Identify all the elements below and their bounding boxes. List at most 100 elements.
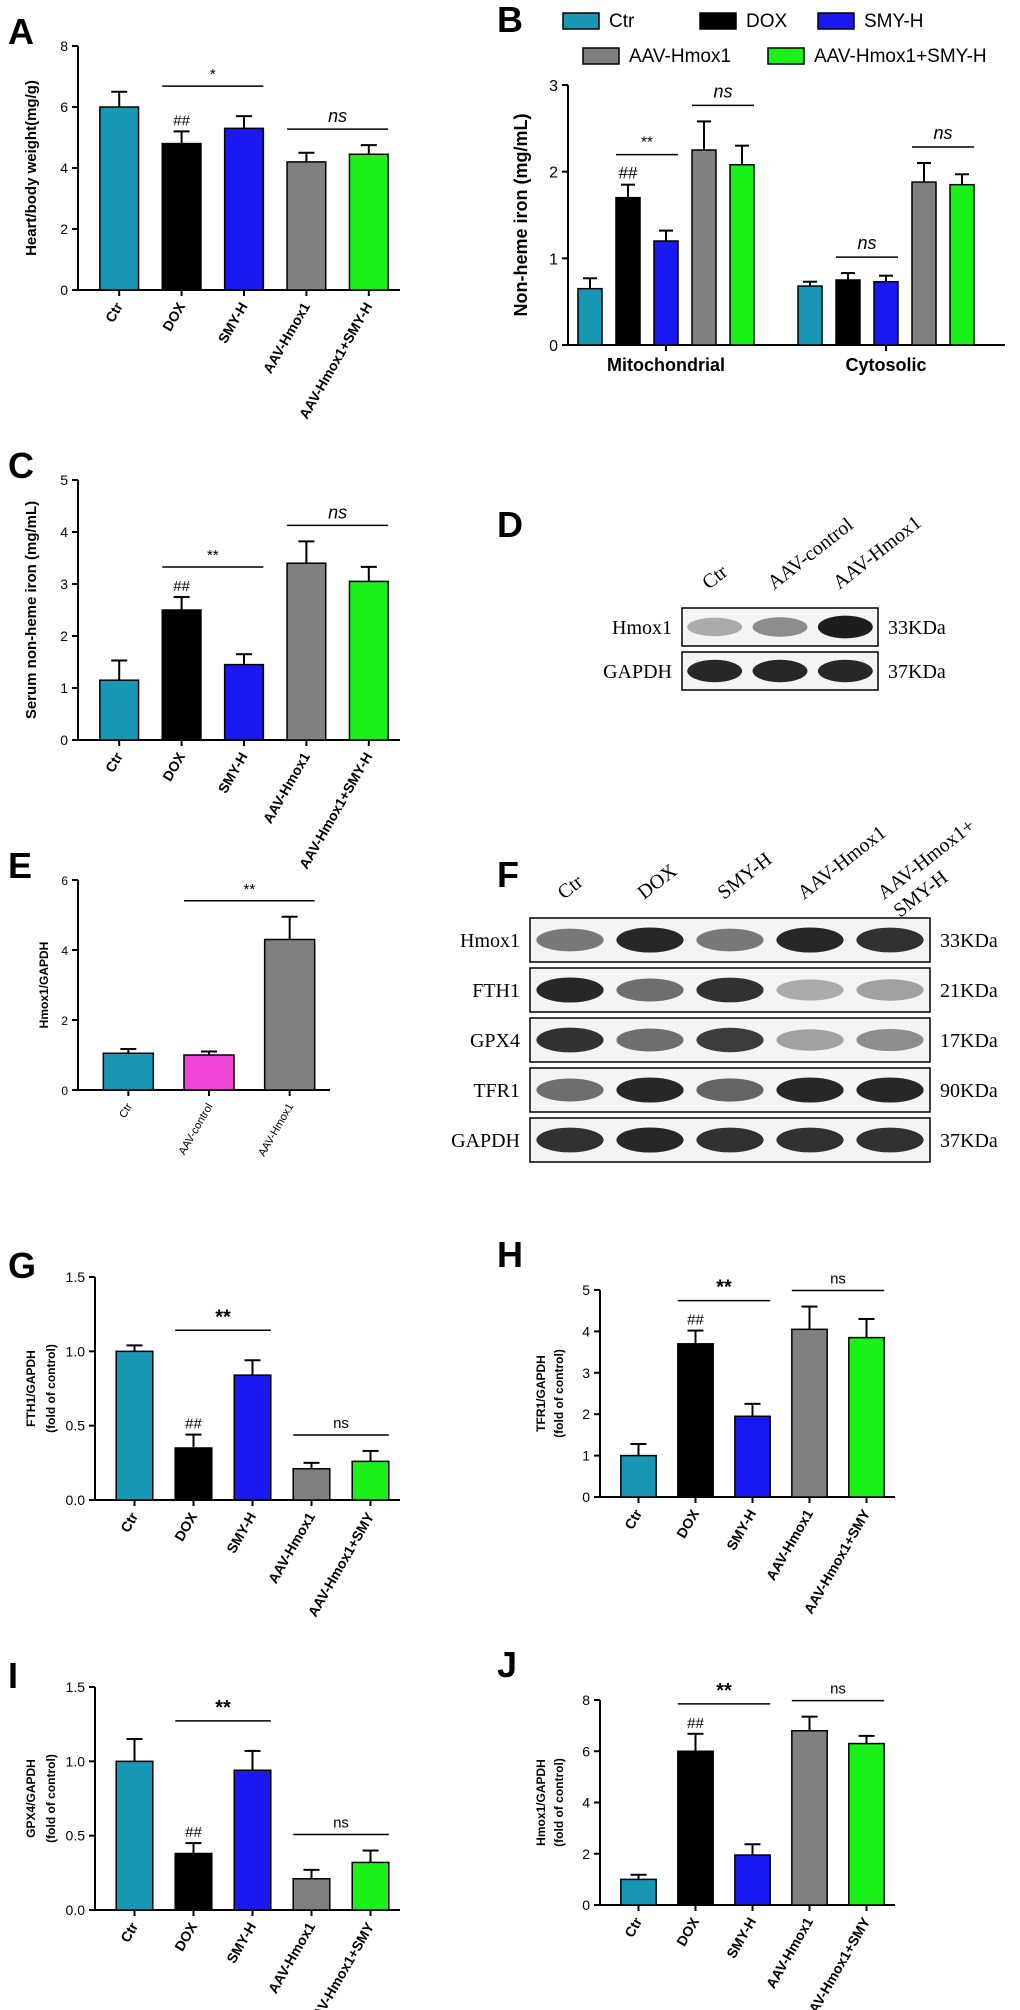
panel-label: H <box>497 1234 523 1275</box>
bar-smy-h <box>653 240 679 346</box>
blot-band <box>776 1077 844 1103</box>
y-tick-label: 2 <box>549 165 558 182</box>
bar-ctr <box>620 1878 657 1906</box>
x-tick-label: Ctr <box>621 1506 645 1532</box>
bar-aav-hmox1 <box>691 149 717 346</box>
legend-label: SMY-H <box>864 11 923 32</box>
bar-smy-h <box>233 1769 272 1911</box>
blot-band <box>536 977 604 1003</box>
x-tick-label: DOX <box>171 1509 200 1544</box>
molecular-weight-label: 33KDa <box>888 617 946 639</box>
x-tick-label: Ctr <box>117 1919 141 1945</box>
x-tick-label: AAV-control <box>177 1102 216 1158</box>
y-tick-label: 4 <box>60 160 68 176</box>
protein-label: GAPDH <box>603 661 672 683</box>
y-axis-label: GPX4/GAPDH <box>24 1759 38 1838</box>
molecular-weight-label: 17KDa <box>940 1030 998 1052</box>
lane-label: SMY-H <box>714 848 777 904</box>
blot-band <box>687 617 743 637</box>
x-tick-label: AAV-Hmox1 <box>260 749 314 826</box>
y-axis-label: TFR1/GAPDH <box>534 1355 548 1432</box>
bar-ctr <box>115 1760 154 1911</box>
panel-I: I 0.0 0.5 1.0 1.5 GPX4/GAPDH (fold of control)… <box>8 1655 400 2010</box>
group-label: Mitochondrial <box>607 355 725 375</box>
x-tick-label: AAV-Hmox1+SMY-H <box>296 750 376 872</box>
legend-swatch <box>582 47 620 65</box>
blot-band <box>856 1077 924 1103</box>
y-tick-label: 0.0 <box>66 1902 86 1918</box>
y-tick-label: 0.5 <box>66 1828 86 1844</box>
bar-ctr <box>99 106 140 291</box>
significance-hash: ## <box>619 164 638 183</box>
x-tick-label: DOX <box>159 749 188 784</box>
blot-band <box>536 1127 604 1153</box>
bar-dox <box>161 142 202 291</box>
protein-label: GPX4 <box>470 1030 520 1052</box>
y-axis-label: Hmox1/GAPDH <box>534 1759 548 1846</box>
blot-band <box>776 1127 844 1153</box>
bar-aav-hmox1+smy <box>848 1336 885 1498</box>
bar-aav-hmox1+smy <box>351 1460 390 1501</box>
y-tick-label: 4 <box>582 1795 590 1811</box>
panel-label: D <box>497 504 523 545</box>
molecular-weight-label: 90KDa <box>940 1080 998 1102</box>
y-tick-label: 6 <box>582 1743 590 1759</box>
bar-smy-h <box>873 280 899 346</box>
panel-label: C <box>8 445 34 486</box>
y-tick-label: 0.5 <box>66 1418 86 1434</box>
y-tick-label: 0 <box>582 1489 590 1505</box>
bar-ctr <box>577 287 603 346</box>
y-axis-label: FTH1/GAPDH <box>24 1350 38 1427</box>
x-tick-label: Ctr <box>102 299 126 325</box>
blot-band <box>616 1077 684 1103</box>
y-tick-label: 5 <box>60 472 68 488</box>
panel-label: J <box>497 1644 517 1685</box>
y-tick-label: 1 <box>582 1448 590 1464</box>
bar-aav-hmox1 <box>791 1328 828 1498</box>
legend-swatch <box>767 47 805 65</box>
significance-label: ns <box>333 1415 349 1432</box>
significance-label: ns <box>328 106 347 126</box>
blot-band <box>536 928 604 952</box>
blot-band <box>856 927 924 953</box>
significance-label: ns <box>830 1271 846 1288</box>
protein-label: TFR1 <box>473 1080 520 1102</box>
bar-aav-hmox1+smy <box>848 1742 885 1906</box>
blot-band <box>752 617 808 637</box>
x-tick-label: SMY-H <box>723 1915 759 1961</box>
x-tick-label: Ctr <box>621 1914 645 1940</box>
legend-swatch <box>562 12 600 30</box>
blot-band <box>696 977 764 1003</box>
significance-label: ** <box>215 1697 231 1719</box>
lane-label: DOX <box>634 860 682 904</box>
blot-band <box>776 979 844 1001</box>
y-tick-label: 0 <box>582 1897 590 1913</box>
legend-label: Ctr <box>609 11 635 32</box>
x-tick-label: AAV-Hmox1+SMY-H <box>296 300 376 422</box>
panel-J: J 0 2 4 6 8 Hmox1/GAPDH (fold of control) Ctr DOX… <box>497 1644 895 2010</box>
bar-aav-hmox1 <box>286 562 327 741</box>
legend-swatch <box>817 12 855 30</box>
x-tick-label: SMY-H <box>723 1507 759 1553</box>
y-tick-label: 4 <box>60 524 68 540</box>
significance-hash: ## <box>173 112 190 129</box>
lane-label: Ctr <box>554 871 588 904</box>
bar-aav-hmox1 <box>292 1468 331 1501</box>
y-tick-label: 0 <box>60 282 68 298</box>
y-axis-label: Serum non-heme iron (mg/mL) <box>23 501 40 719</box>
x-tick-label: SMY-H <box>215 300 251 346</box>
y-tick-label: 1.5 <box>66 1679 86 1695</box>
x-tick-label: AAV-Hmox1+SMY <box>304 1919 377 2010</box>
bar-aav-hmox1+smy <box>351 1861 390 1911</box>
y-tick-label: 3 <box>549 78 558 95</box>
molecular-weight-label: 33KDa <box>940 930 998 952</box>
blot-band <box>616 1127 684 1153</box>
significance-label: ns <box>857 233 876 253</box>
y-tick-label: 2 <box>582 1846 590 1862</box>
x-tick-label: AAV-Hmox1 <box>265 1509 319 1586</box>
legend-swatch <box>699 12 737 30</box>
y-tick-label: 5 <box>582 1282 590 1298</box>
legend-label: AAV-Hmox1+SMY-H <box>814 46 987 67</box>
